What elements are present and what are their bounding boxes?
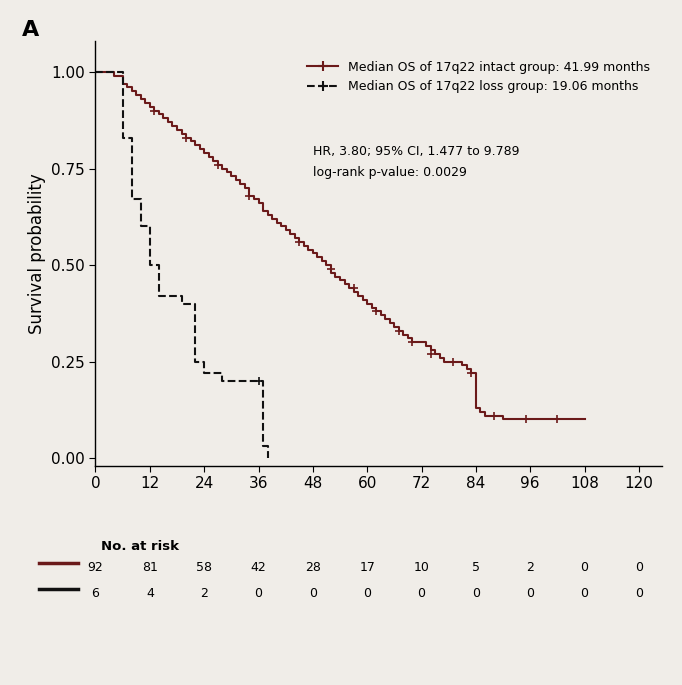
Text: 81: 81 [142, 561, 158, 574]
Text: A: A [22, 20, 39, 40]
Text: 0: 0 [527, 587, 534, 600]
Text: 0: 0 [580, 561, 589, 574]
Text: 17: 17 [359, 561, 375, 574]
Text: 58: 58 [196, 561, 212, 574]
Text: 0: 0 [635, 587, 643, 600]
Text: 0: 0 [364, 587, 371, 600]
Text: 42: 42 [250, 561, 267, 574]
Y-axis label: Survival probability: Survival probability [28, 173, 46, 334]
Legend: Median OS of 17q22 intact group: 41.99 months, Median OS of 17q22 loss group: 19: Median OS of 17q22 intact group: 41.99 m… [302, 56, 655, 98]
Text: 92: 92 [87, 561, 104, 574]
Text: log-rank p-value: 0.0029: log-rank p-value: 0.0029 [314, 166, 467, 179]
Text: 5: 5 [472, 561, 480, 574]
Text: 0: 0 [635, 561, 643, 574]
Text: 6: 6 [91, 587, 100, 600]
Text: 0: 0 [580, 587, 589, 600]
Text: 4: 4 [146, 587, 153, 600]
Text: 2: 2 [527, 561, 534, 574]
Text: 0: 0 [417, 587, 426, 600]
Text: 0: 0 [309, 587, 317, 600]
Text: 2: 2 [201, 587, 208, 600]
Text: 28: 28 [305, 561, 321, 574]
Text: No. at risk: No. at risk [101, 540, 179, 553]
Text: 0: 0 [254, 587, 263, 600]
Text: 0: 0 [472, 587, 480, 600]
Text: HR, 3.80; 95% CI, 1.477 to 9.789: HR, 3.80; 95% CI, 1.477 to 9.789 [314, 145, 520, 158]
Text: 10: 10 [413, 561, 430, 574]
